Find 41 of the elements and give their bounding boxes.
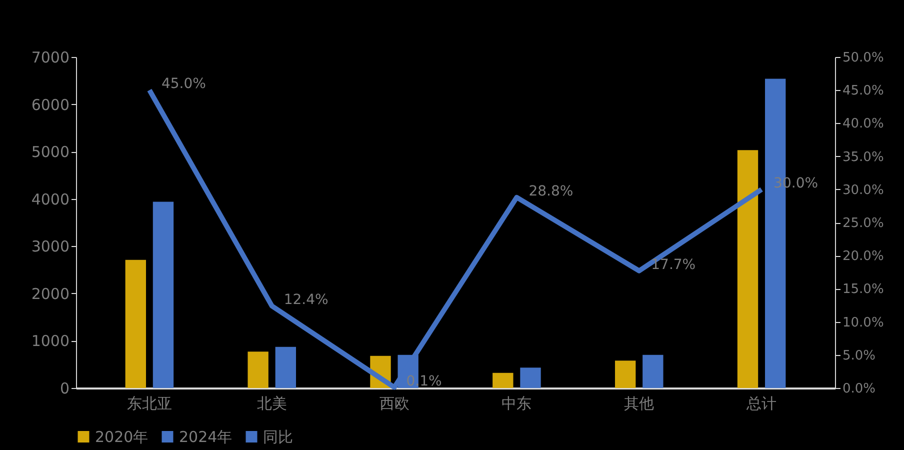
bar xyxy=(125,260,146,388)
y2-tick-label: 30.0% xyxy=(842,182,884,198)
legend-label: 同比 xyxy=(263,428,293,446)
data-label: 12.4% xyxy=(284,292,328,308)
bar xyxy=(614,360,636,388)
y2-tick-label: 15.0% xyxy=(842,282,884,298)
bar xyxy=(520,368,541,388)
y2-tick-label: 40.0% xyxy=(842,116,884,132)
y-tick-label: 1000 xyxy=(31,332,70,350)
x-tick-label: 北美 xyxy=(256,394,287,412)
y-tick-label: 0 xyxy=(60,380,70,398)
data-label: 28.8% xyxy=(528,183,574,200)
y2-tick-label: 5.0% xyxy=(842,348,876,364)
legend-label: 2020年 xyxy=(95,428,148,446)
y-tick-label: 3000 xyxy=(31,238,70,256)
y2-tick-label: 45.0% xyxy=(842,84,884,99)
x-tick-label: 中东 xyxy=(502,394,532,412)
bar xyxy=(275,346,296,388)
legend-label: 2024年 xyxy=(179,428,232,446)
y-tick-label: 4000 xyxy=(31,190,70,208)
y2-tick-label: 20.0% xyxy=(842,249,884,264)
bar xyxy=(642,354,664,388)
bar xyxy=(152,202,174,388)
y-tick-label: 5000 xyxy=(31,143,70,162)
x-tick-label: 东北亚 xyxy=(126,394,172,412)
y-tick-label: 6000 xyxy=(31,96,70,114)
y2-tick-label: 10.0% xyxy=(842,315,884,330)
data-label: 17.7% xyxy=(651,256,696,273)
y-tick-label: 7000 xyxy=(31,48,70,66)
data-label: 45.0% xyxy=(161,76,206,92)
bar xyxy=(492,372,514,388)
y2-tick-label: 50.0% xyxy=(842,50,884,66)
x-tick-label: 总计 xyxy=(746,394,777,412)
x-tick-label: 西欧 xyxy=(379,394,410,412)
y2-tick-label: 0.0% xyxy=(842,382,876,396)
y-tick-label: 2000 xyxy=(31,284,70,303)
bar xyxy=(248,352,268,388)
y2-tick-label: 25.0% xyxy=(842,216,884,231)
bar xyxy=(737,150,758,388)
x-tick-label: 其他 xyxy=(624,394,654,412)
y2-tick-label: 35.0% xyxy=(842,150,884,165)
